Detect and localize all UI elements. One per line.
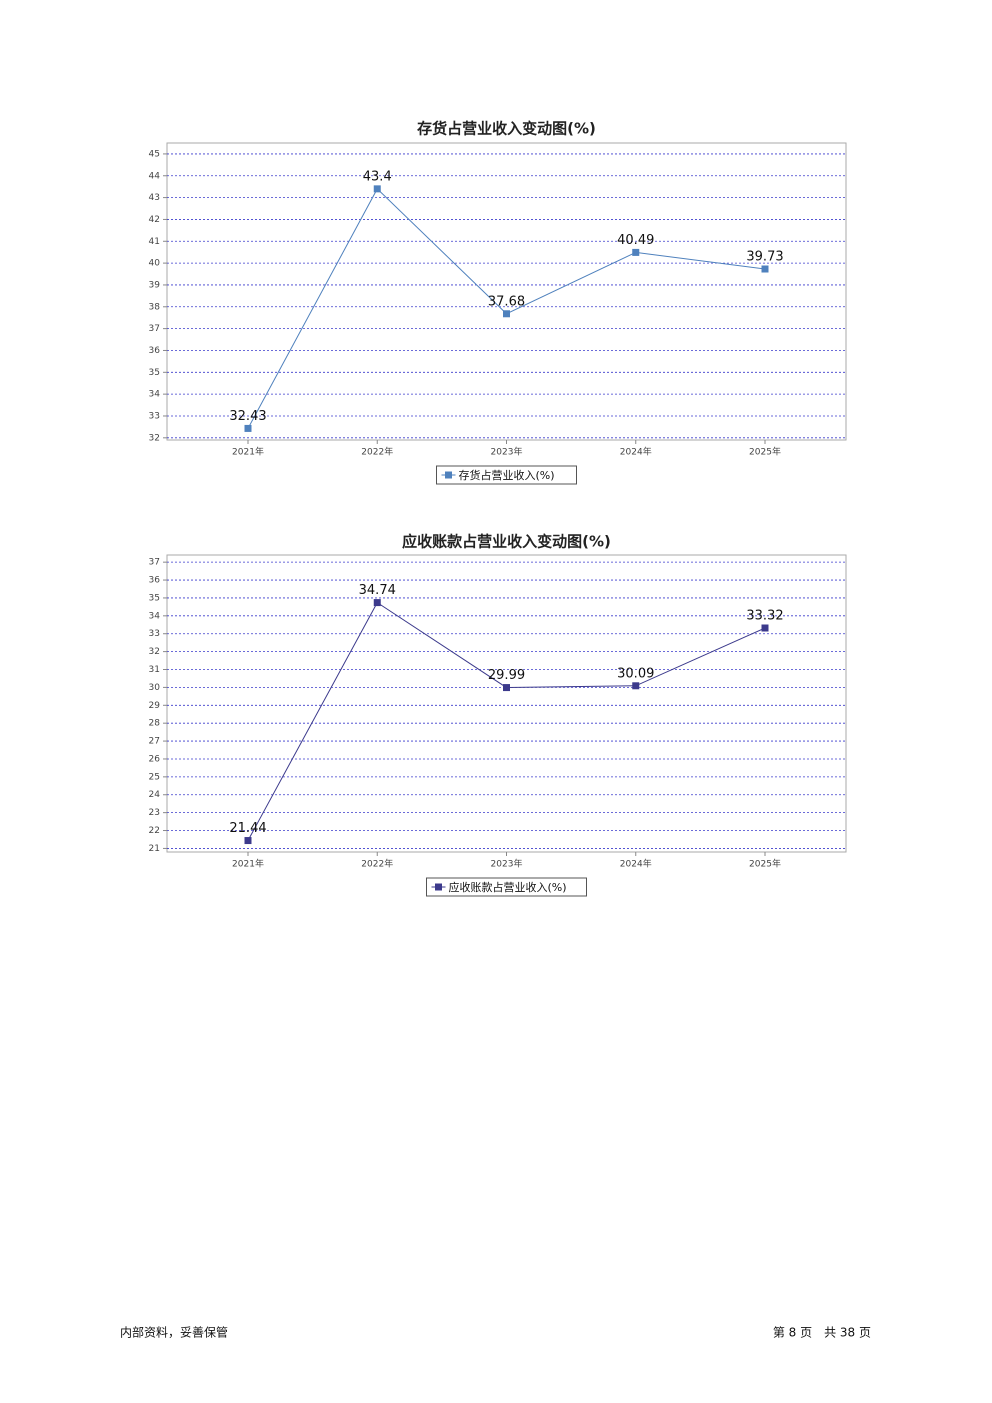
y-tick-label: 24 (149, 790, 161, 800)
x-tick-label: 2021年 (232, 858, 264, 870)
y-tick-label: 45 (149, 149, 160, 159)
data-label: 40.49 (617, 233, 654, 248)
y-tick-label: 37 (149, 558, 160, 568)
y-tick-label: 27 (149, 737, 160, 747)
x-tick-label: 2023年 (491, 858, 523, 870)
y-tick-label: 25 (149, 772, 160, 782)
y-tick-label: 31 (149, 665, 160, 675)
y-tick-label: 35 (149, 593, 160, 603)
data-label: 37.68 (488, 294, 525, 309)
data-point (632, 682, 640, 690)
y-tick-label: 28 (149, 719, 161, 729)
y-tick-label: 36 (149, 576, 161, 586)
plot-area (166, 142, 847, 441)
data-point (761, 624, 769, 632)
data-point (632, 248, 640, 256)
x-tick-label: 2024年 (620, 858, 652, 870)
y-tick-label: 21 (149, 844, 160, 854)
y-tick-label: 26 (149, 754, 161, 764)
data-label: 39.73 (746, 250, 783, 265)
y-tick-label: 43 (149, 193, 160, 203)
y-tick-label: 34 (149, 390, 161, 400)
legend-label: 存货占营业收入(%) (459, 468, 555, 482)
data-point (244, 837, 252, 845)
y-tick-label: 38 (149, 302, 161, 312)
y-tick-label: 23 (149, 808, 160, 818)
x-tick-label: 2022年 (361, 858, 393, 870)
data-point (244, 424, 252, 432)
data-label: 34.74 (359, 583, 396, 598)
legend-box (436, 465, 577, 485)
legend-label: 应收账款占营业收入(%) (449, 880, 567, 894)
data-label: 30.09 (617, 666, 654, 681)
data-point (503, 684, 510, 692)
y-tick-label: 32 (149, 433, 160, 443)
y-tick-label: 41 (149, 237, 160, 247)
y-tick-label: 42 (149, 215, 160, 225)
y-tick-label: 34 (149, 611, 161, 621)
y-tick-label: 32 (149, 647, 160, 657)
data-point (761, 265, 769, 273)
x-tick-label: 2021年 (232, 446, 264, 458)
data-point (373, 599, 381, 607)
x-tick-label: 2025年 (749, 446, 781, 458)
x-tick-label: 2025年 (749, 858, 781, 870)
y-tick-label: 33 (149, 629, 160, 639)
footer-note: 内部资料，妥善保管 (120, 1325, 228, 1340)
data-label: 43.4 (363, 169, 392, 184)
y-tick-label: 22 (149, 826, 160, 836)
x-tick-label: 2024年 (620, 446, 652, 458)
plot-area (166, 554, 847, 853)
footer-page: 第 8 页 共 38 页 (773, 1326, 871, 1340)
y-tick-label: 29 (149, 701, 161, 711)
y-tick-label: 39 (149, 280, 161, 290)
y-tick-label: 35 (149, 368, 160, 378)
data-point (373, 185, 381, 193)
data-label: 33.32 (746, 608, 783, 623)
y-tick-label: 37 (149, 324, 160, 334)
legend-marker (435, 883, 442, 891)
y-tick-label: 33 (149, 411, 160, 421)
y-tick-label: 36 (149, 346, 161, 356)
legend-box (426, 877, 587, 897)
y-tick-label: 40 (149, 259, 161, 269)
y-tick-label: 44 (149, 171, 161, 181)
data-label: 21.44 (229, 821, 266, 836)
data-label: 32.43 (229, 409, 266, 424)
x-tick-label: 2022年 (361, 446, 393, 458)
chart-title: 应收账款占营业收入变动图(%) (402, 533, 611, 551)
chart-title: 存货占营业收入变动图(%) (417, 120, 596, 138)
legend-marker (445, 471, 452, 479)
data-label: 29.99 (488, 668, 525, 683)
x-tick-label: 2023年 (491, 446, 523, 458)
data-point (503, 310, 510, 318)
y-tick-label: 30 (149, 683, 161, 693)
